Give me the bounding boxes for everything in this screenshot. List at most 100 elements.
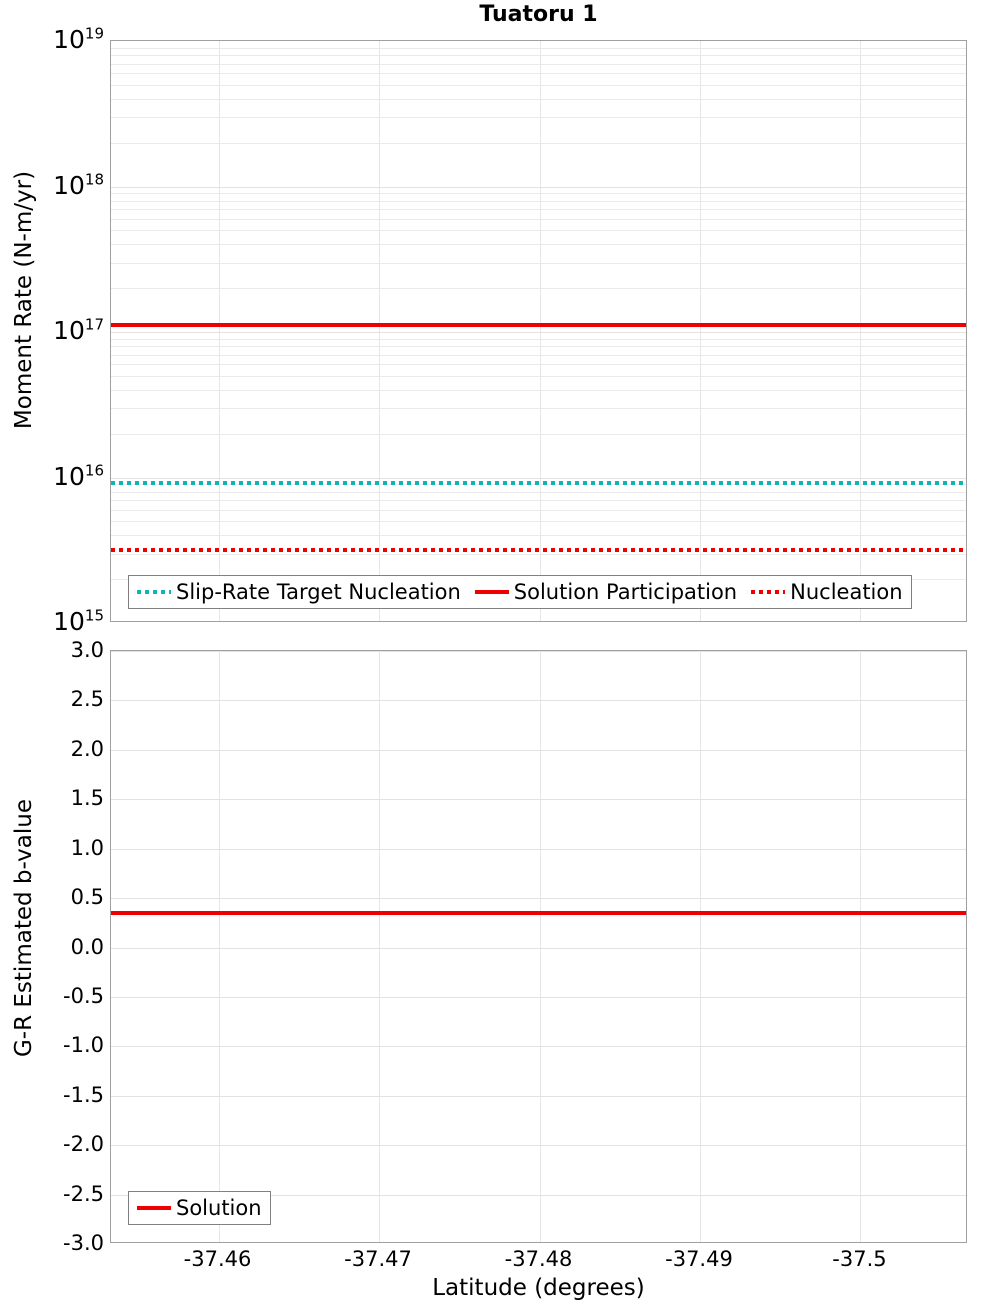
- x-tick-label: -37.5: [832, 1247, 887, 1271]
- gridline-horizontal: [111, 1145, 966, 1147]
- gridline-horizontal: [111, 509, 966, 511]
- gridline-horizontal: [111, 491, 966, 493]
- gridline-horizontal: [111, 288, 966, 290]
- gridline-horizontal: [111, 200, 966, 202]
- series-line-slip-rate-target-nucleation: [111, 481, 966, 486]
- y-tick-label-bottom: 3.0: [70, 638, 104, 662]
- gridline-horizontal: [111, 84, 966, 86]
- legend-swatch-icon: [751, 590, 786, 594]
- gridline-horizontal: [111, 364, 966, 366]
- gridline-horizontal: [111, 193, 966, 195]
- gridline-horizontal: [111, 947, 966, 949]
- gridline-horizontal: [111, 1095, 966, 1097]
- gridline-horizontal: [111, 521, 966, 523]
- gridline-horizontal: [111, 433, 966, 435]
- gridline-horizontal: [111, 898, 966, 900]
- x-axis-ticks: -37.46 -37.47 -37.48 -37.49 -37.5: [110, 1249, 967, 1279]
- gridline-horizontal: [111, 55, 966, 57]
- gridline-horizontal: [111, 73, 966, 75]
- y-tick-label-bottom: 1.0: [70, 835, 104, 860]
- gridline-vertical: [539, 41, 541, 621]
- y-axis-label-top: Moment Rate (N-m/yr): [11, 170, 37, 430]
- gridline-horizontal: [111, 700, 966, 702]
- legend-swatch-icon: [137, 590, 171, 594]
- gridline-horizontal: [111, 338, 966, 340]
- gridline-horizontal: [111, 1046, 966, 1048]
- gridline-horizontal: [111, 218, 966, 220]
- gridline-horizontal: [111, 477, 966, 479]
- y-tick-label-bottom: 0.5: [70, 885, 104, 910]
- y-tick-label-bottom: 1.5: [70, 786, 104, 811]
- gridline-horizontal: [111, 500, 966, 502]
- moment-rate-plot-area: [110, 40, 967, 622]
- legend-top: Slip-Rate Target Nucleation Solution Part…: [128, 575, 912, 609]
- y-tick-label-bottom: -1.0: [63, 1033, 104, 1058]
- y-tick-label-bottom: 2.5: [70, 687, 104, 712]
- x-tick-label: -37.46: [183, 1247, 252, 1271]
- gridline-horizontal: [111, 389, 966, 391]
- b-value-plot-area: [110, 650, 967, 1243]
- y-tick-label-bottom: 2.0: [70, 736, 104, 761]
- y-tick-label-bottom: 0.0: [70, 934, 104, 959]
- x-axis-label: Latitude (degrees): [432, 1275, 645, 1301]
- x-tick-label: -37.47: [344, 1247, 412, 1271]
- legend-label: Solution Participation: [513, 579, 738, 604]
- gridline-vertical: [218, 41, 220, 621]
- gridline-vertical: [379, 651, 380, 1242]
- gridline-horizontal: [111, 553, 966, 555]
- gridline-horizontal: [111, 535, 966, 537]
- y-tick-label-bottom: -2.0: [63, 1132, 104, 1157]
- gridline-vertical: [379, 41, 380, 621]
- legend-bottom-entry[interactable]: Solution: [137, 1195, 262, 1220]
- y-axis-ticks-top: 1019 1018 1017 1016 1015: [0, 26, 104, 634]
- series-line-nucleation: [111, 547, 966, 552]
- gridline-horizontal: [111, 262, 966, 264]
- grid-lines-bottom: [111, 651, 966, 1242]
- y-tick-label-top: 1018: [53, 170, 104, 200]
- gridline-horizontal: [111, 408, 966, 410]
- gridline-horizontal: [111, 651, 966, 652]
- y-tick-label-bottom: -2.5: [63, 1181, 104, 1206]
- gridline-horizontal: [111, 63, 966, 65]
- gridline-horizontal: [111, 142, 966, 144]
- legend-top-entry[interactable]: Slip-Rate Target Nucleation: [137, 579, 461, 604]
- gridline-vertical: [218, 651, 220, 1242]
- gridline-horizontal: [111, 186, 966, 188]
- gridline-vertical: [860, 41, 862, 621]
- gridline-vertical: [539, 651, 541, 1242]
- y-tick-label-bottom: -0.5: [63, 983, 104, 1008]
- legend-label: Solution: [176, 1195, 262, 1220]
- gridline-vertical: [699, 41, 701, 621]
- y-tick-label-top: 1017: [53, 315, 104, 345]
- grid-lines-top: [111, 41, 966, 621]
- legend-swatch-icon: [137, 1206, 171, 1210]
- x-tick-label: -37.48: [504, 1247, 573, 1271]
- y-tick-label-bottom: -1.5: [63, 1082, 104, 1107]
- legend-label: Slip-Rate Target Nucleation: [176, 579, 461, 604]
- y-tick-label-top: 1019: [53, 24, 104, 54]
- x-tick-label: -37.49: [665, 1247, 733, 1271]
- series-line-solution-participation: [111, 322, 966, 327]
- legend-top-entry[interactable]: Solution Participation: [474, 579, 738, 604]
- legend-top-entry[interactable]: Nucleation: [751, 581, 903, 603]
- gridline-horizontal: [111, 375, 966, 377]
- series-line-solution: [111, 910, 966, 915]
- gridline-horizontal: [111, 346, 966, 348]
- gridline-horizontal: [111, 848, 966, 850]
- gridline-horizontal: [111, 98, 966, 100]
- y-tick-label-bottom: -3.0: [63, 1231, 104, 1255]
- gridline-horizontal: [111, 354, 966, 356]
- y-axis-ticks-bottom: 3.0 2.5 2.0 1.5 1.0 0.5 0.0 -0.5 -1.0 -1.5 -2.0 -2.…: [0, 640, 104, 1254]
- gridline-vertical: [860, 651, 862, 1242]
- gridline-horizontal: [111, 749, 966, 751]
- gridline-horizontal: [111, 332, 966, 333]
- y-tick-label-top: 1015: [53, 606, 104, 636]
- y-axis-label-bottom: G-R Estimated b-value: [11, 798, 37, 1058]
- gridline-horizontal: [111, 799, 966, 801]
- gridline-horizontal: [111, 996, 966, 998]
- legend-swatch-icon: [474, 590, 509, 594]
- gridline-horizontal: [111, 117, 966, 119]
- legend-bottom: Solution: [128, 1191, 271, 1225]
- gridline-vertical: [699, 651, 701, 1242]
